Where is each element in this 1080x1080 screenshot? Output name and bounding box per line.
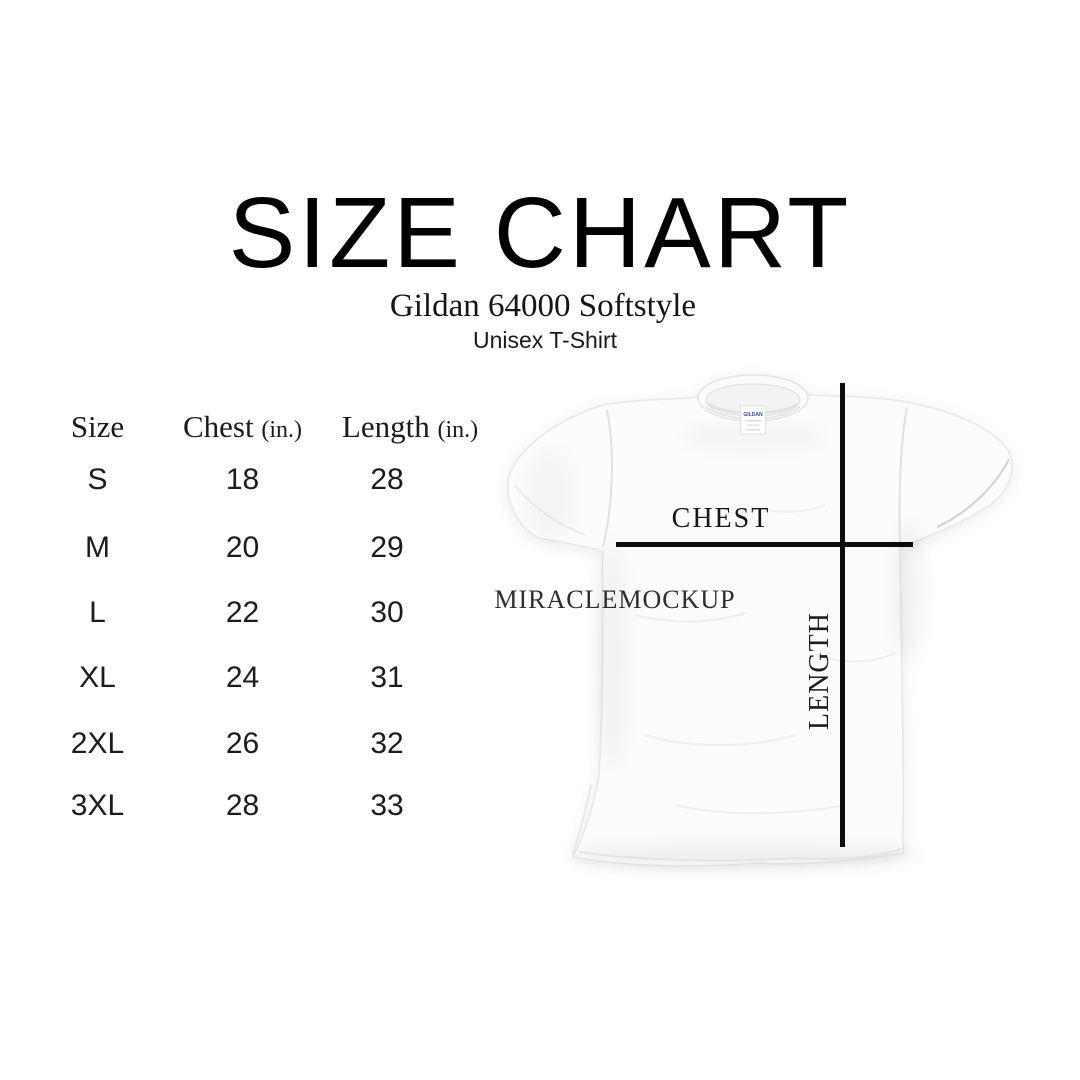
chest-cell: 22 [225, 596, 260, 629]
product-type: Unisex T-Shirt [472, 327, 618, 353]
size-cell: L [89, 596, 106, 629]
column-label: Chest [182, 409, 254, 444]
column-header-size: Size [40, 405, 155, 452]
length-cell: 31 [370, 661, 404, 694]
table-row: S 18 28 [40, 460, 490, 500]
table-row: L 22 30 [40, 593, 490, 633]
length-cell: 28 [370, 463, 404, 496]
column-header-length: Length (in.) [330, 405, 490, 452]
tshirt-shading [570, 520, 927, 866]
page-title: SIZE CHART [228, 177, 852, 289]
length-measure-line [840, 383, 845, 847]
table-row: 2XL 26 32 [40, 724, 490, 764]
chest-label: CHEST [671, 503, 771, 534]
table-row: XL 24 31 [40, 658, 490, 698]
product-subtitle: Gildan 64000 Softstyle [389, 288, 697, 324]
gildan-neck-tag: GILDAN [740, 405, 766, 435]
size-cell: S [87, 463, 108, 496]
size-cell: XL [79, 661, 116, 694]
column-unit: (in.) [437, 417, 479, 443]
chest-cell: 26 [225, 727, 260, 760]
table-row: M 20 29 [40, 528, 490, 568]
size-cell: 3XL [70, 789, 125, 822]
column-header-chest: Chest (in.) [155, 405, 330, 452]
column-label: Size [70, 409, 125, 444]
length-cell: 30 [370, 596, 404, 629]
length-cell: 29 [370, 531, 404, 564]
size-cell: M [85, 531, 110, 564]
chest-cell: 24 [225, 661, 260, 694]
length-cell: 32 [370, 727, 404, 760]
chest-cell: 28 [225, 789, 260, 822]
chest-cell: 20 [225, 531, 260, 564]
size-cell: 2XL [70, 727, 125, 760]
length-label: LENGTH [804, 612, 835, 730]
chest-measure-line [616, 542, 913, 547]
table-header-row: Size Chest (in.) Length (in.) [40, 405, 490, 452]
length-cell: 33 [370, 789, 404, 822]
tshirt-wrinkles [514, 406, 1010, 862]
watermark-text: MIRACLEMOCKUP [494, 585, 736, 614]
column-label: Length [341, 409, 430, 444]
table-row: 3XL 28 33 [40, 786, 490, 826]
chest-cell: 18 [225, 463, 260, 496]
column-unit: (in.) [261, 417, 303, 443]
neck-tag-brand-text: GILDAN [743, 412, 763, 418]
tshirt-photo: GILDAN [507, 374, 1013, 867]
